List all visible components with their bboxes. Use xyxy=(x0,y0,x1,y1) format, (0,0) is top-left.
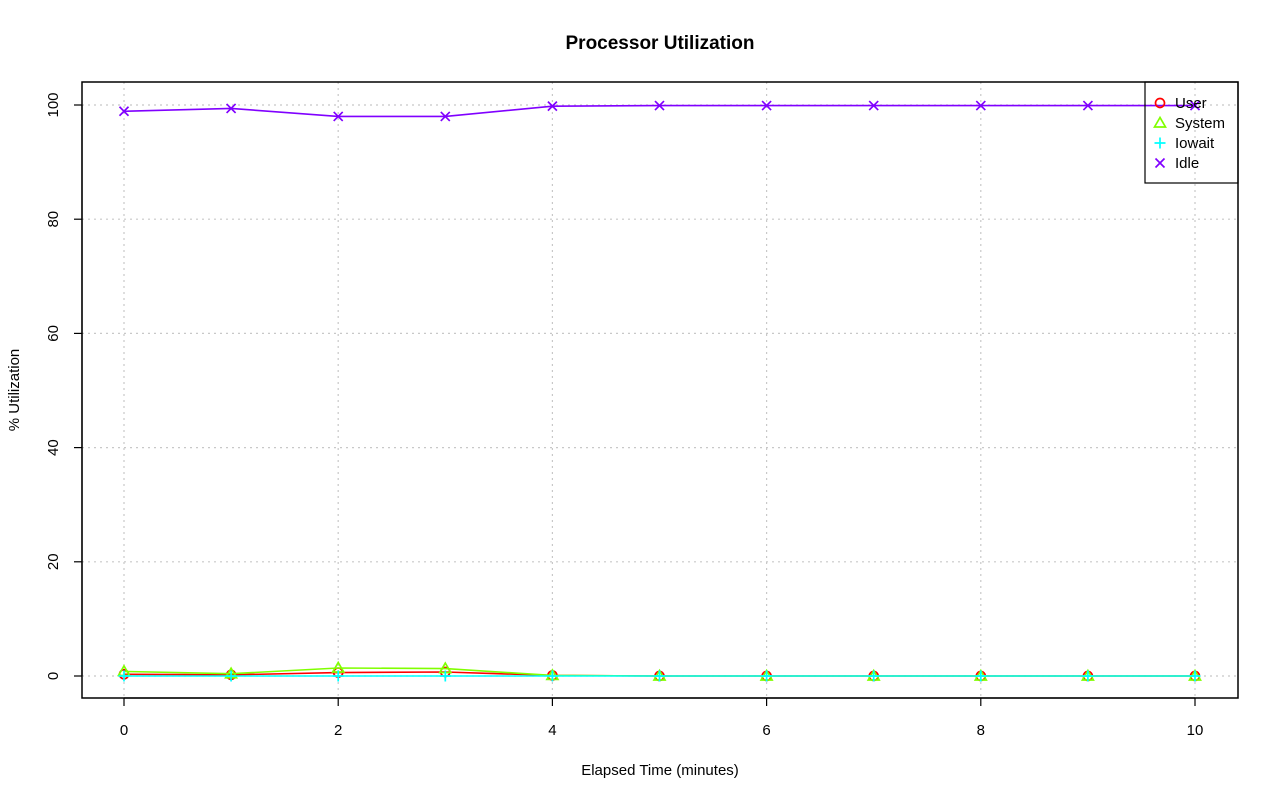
x-tick-label: 6 xyxy=(762,722,770,739)
data-point-idle xyxy=(761,100,772,111)
data-point-iowait xyxy=(868,670,880,682)
data-point-iowait xyxy=(332,670,344,682)
legend-item-user: User xyxy=(1154,95,1207,112)
data-point-iowait xyxy=(439,670,451,682)
data-point-idle xyxy=(547,101,558,112)
series-idle xyxy=(118,100,1201,122)
legend-marker-iowait xyxy=(1154,137,1166,149)
data-point-iowait xyxy=(975,670,987,682)
data-point-iowait xyxy=(225,670,237,682)
x-axis-label: Elapsed Time (minutes) xyxy=(581,762,739,779)
legend-label-iowait: Iowait xyxy=(1175,135,1215,152)
legend-box xyxy=(1144,81,1239,184)
legend: User System Iowait Idle xyxy=(1144,81,1239,184)
y-tick-label: 60 xyxy=(45,325,62,342)
plot-frame xyxy=(81,81,1239,699)
y-tick-label: 100 xyxy=(45,92,62,117)
data-point-iowait xyxy=(654,670,665,682)
legend-item-system: System xyxy=(1153,115,1225,132)
data-point-iowait xyxy=(118,670,130,682)
legend-item-idle: Idle xyxy=(1154,155,1199,172)
legend-marker-user xyxy=(1154,97,1166,109)
x-tick-label: 2 xyxy=(334,722,342,739)
x-tick-label: 8 xyxy=(977,722,985,739)
legend-marker-system xyxy=(1153,115,1167,128)
x-tick-label: 10 xyxy=(1187,722,1204,739)
data-point-idle xyxy=(333,111,344,122)
chart-title: Processor Utilization xyxy=(566,33,755,54)
series-lines xyxy=(117,100,1202,682)
series-line-idle xyxy=(123,104,1195,118)
x-tick-label: 4 xyxy=(548,722,556,739)
data-point-idle xyxy=(868,100,879,111)
legend-marker-idle xyxy=(1154,157,1166,169)
legend-label-idle: Idle xyxy=(1175,155,1199,172)
data-point-iowait xyxy=(546,670,558,682)
y-tick-label: 0 xyxy=(45,672,62,680)
grid-lines xyxy=(82,82,1238,698)
data-point-iowait xyxy=(1082,670,1094,682)
data-point-idle xyxy=(654,100,665,111)
data-point-idle xyxy=(1082,100,1094,111)
data-point-idle xyxy=(118,106,130,117)
legend-label-user: User xyxy=(1175,95,1207,112)
y-tick-label: 80 xyxy=(45,211,62,228)
legend-item-iowait: Iowait xyxy=(1154,135,1215,152)
legend-label-system: System xyxy=(1175,115,1225,132)
data-point-iowait xyxy=(1189,670,1201,682)
x-tick-label: 0 xyxy=(120,722,128,739)
data-point-iowait xyxy=(761,670,773,682)
y-axis-label: % Utilization xyxy=(6,349,23,432)
data-point-idle xyxy=(440,111,451,122)
series-iowait xyxy=(118,670,1201,682)
data-point-idle xyxy=(225,103,237,114)
data-point-idle xyxy=(975,100,986,111)
y-tick-label: 20 xyxy=(45,553,62,570)
y-tick-label: 40 xyxy=(45,439,62,456)
data-point-idle xyxy=(1189,100,1201,111)
